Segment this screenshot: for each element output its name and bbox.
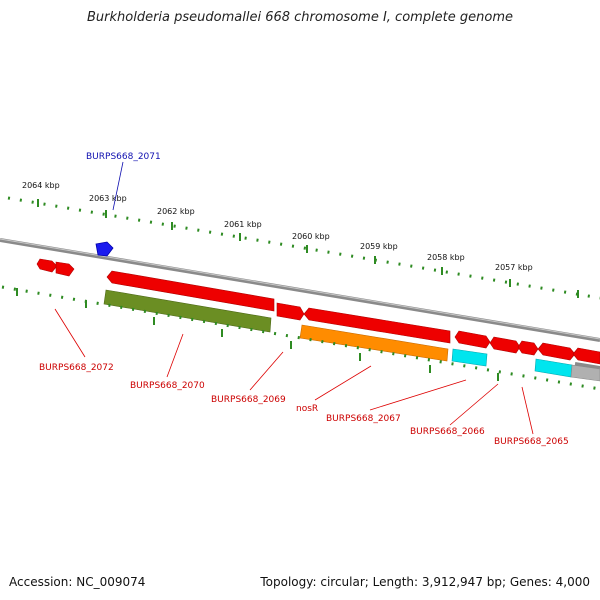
leader-lines <box>54 308 534 435</box>
leader-burps668-2071 <box>112 161 124 211</box>
label-burps668-2065: BURPS668_2065 <box>494 437 569 447</box>
ruler-outer-dots <box>7 196 600 300</box>
gene-burps668-2072-a[interactable] <box>36 258 58 273</box>
ruler-outer-ticks <box>37 199 579 298</box>
ruler-inner-ticks <box>16 288 499 381</box>
genome-stats-text: Topology: circular; Length: 3,912,947 bp… <box>260 575 590 589</box>
chromosome-backbone-inner <box>574 362 600 370</box>
page-title: Burkholderia pseudomallei 668 chromosome… <box>86 10 514 25</box>
gene-burps668-2070-forward[interactable] <box>106 270 275 312</box>
feature-orange-bar[interactable] <box>299 324 449 362</box>
gene-burps668-2066-forward[interactable] <box>489 336 521 354</box>
feature-grey-bar[interactable] <box>570 364 600 382</box>
gene-next-forward[interactable] <box>572 347 600 365</box>
accession-text: Accession: NC_009074 <box>9 575 146 589</box>
label-nosr: nosR <box>296 404 318 414</box>
chromosome-backbone <box>0 238 600 342</box>
feature-cyan-bar-a[interactable] <box>451 348 488 367</box>
forward-genes <box>36 258 600 365</box>
gene-burps668-2069-forward[interactable] <box>276 302 305 321</box>
gene-burps668-2071[interactable] <box>95 241 114 257</box>
label-burps668-2067: BURPS668_2067 <box>326 414 401 424</box>
gene-burps668-2067-forward[interactable] <box>454 330 491 349</box>
feature-olive-bar[interactable] <box>103 289 272 333</box>
tick-label: 2064 kbp <box>22 181 60 190</box>
label-burps668-2069: BURPS668_2069 <box>211 395 286 405</box>
tick-label: 2060 kbp <box>292 232 330 241</box>
tick-label: 2057 kbp <box>495 263 533 272</box>
gene-burps668-2065-forward[interactable] <box>537 342 576 361</box>
tick-label: 2061 kbp <box>224 220 262 229</box>
label-burps668-2066: BURPS668_2066 <box>410 427 485 437</box>
gene-burps668-2072-b[interactable] <box>55 261 75 277</box>
tick-label: 2063 kbp <box>89 194 127 203</box>
ruler-inner-dots <box>1 285 600 391</box>
label-burps668-2071: BURPS668_2071 <box>86 152 161 162</box>
feature-cyan-bar-b[interactable] <box>534 358 573 378</box>
gene-burps668-2066b-forward[interactable] <box>517 340 539 356</box>
label-burps668-2072: BURPS668_2072 <box>39 363 114 373</box>
gene-nosr-forward[interactable] <box>303 307 451 344</box>
tick-label: 2059 kbp <box>360 242 398 251</box>
label-burps668-2070: BURPS668_2070 <box>130 381 205 391</box>
tick-label: 2058 kbp <box>427 253 465 262</box>
tick-label: 2062 kbp <box>157 207 195 216</box>
